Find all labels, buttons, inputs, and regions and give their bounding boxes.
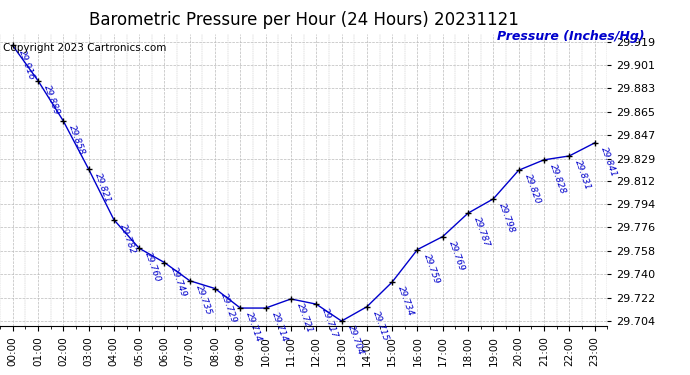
Text: 29.798: 29.798 [497,202,517,234]
Text: 29.828: 29.828 [548,163,567,195]
Text: 29.729: 29.729 [219,291,239,324]
Text: 29.721: 29.721 [295,302,315,334]
Text: 29.782: 29.782 [118,222,137,255]
Text: 29.787: 29.787 [472,216,491,249]
Text: 29.916: 29.916 [17,48,36,81]
Text: 29.735: 29.735 [194,284,213,316]
Text: 29.769: 29.769 [447,239,466,272]
Text: 29.831: 29.831 [573,159,593,192]
Text: 29.749: 29.749 [168,266,188,298]
Text: 29.889: 29.889 [42,83,61,116]
Text: 29.717: 29.717 [320,307,339,340]
Text: 29.714: 29.714 [270,311,289,344]
Text: 29.759: 29.759 [422,252,441,285]
Text: 29.820: 29.820 [523,173,542,206]
Text: 29.841: 29.841 [599,146,618,178]
Text: 29.714: 29.714 [244,311,264,344]
Text: 29.734: 29.734 [396,285,415,318]
Text: 29.821: 29.821 [92,172,112,204]
Text: Pressure (Inches/Hg): Pressure (Inches/Hg) [497,30,644,43]
Text: 29.858: 29.858 [68,124,87,156]
Text: Copyright 2023 Cartronics.com: Copyright 2023 Cartronics.com [3,43,167,53]
Text: Barometric Pressure per Hour (24 Hours) 20231121: Barometric Pressure per Hour (24 Hours) … [88,11,519,29]
Text: 29.715: 29.715 [371,309,391,342]
Text: 29.704: 29.704 [346,324,365,357]
Text: 29.760: 29.760 [144,251,163,284]
